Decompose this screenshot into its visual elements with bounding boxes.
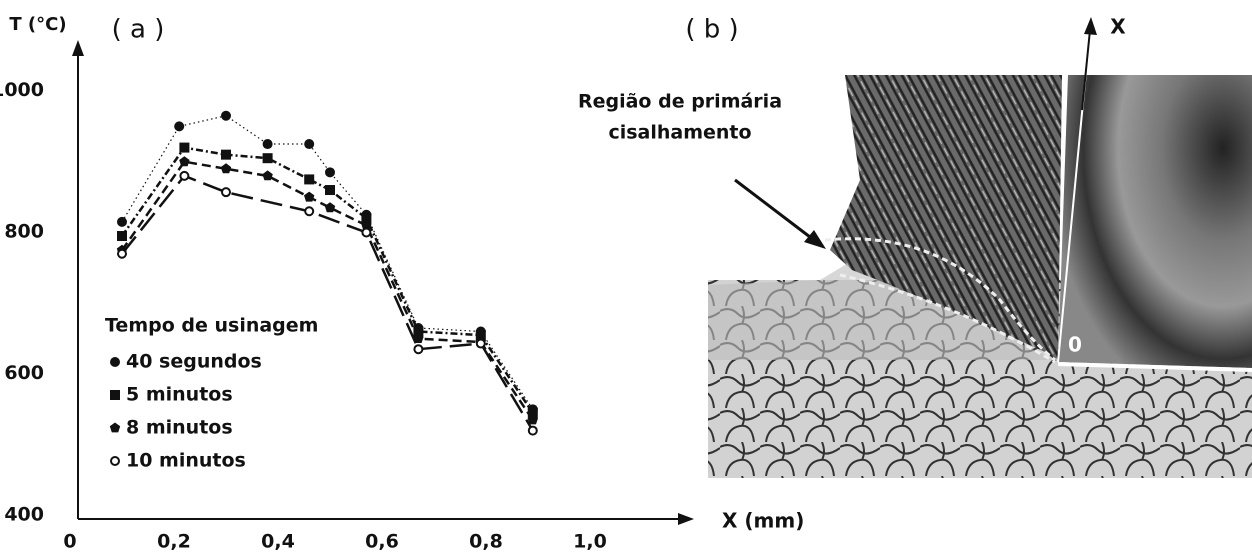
axis-line-top bbox=[1081, 29, 1091, 111]
annotation-arrow bbox=[734, 178, 811, 239]
origin-label: 0 bbox=[1068, 333, 1082, 357]
marker bbox=[413, 326, 424, 337]
marker bbox=[262, 170, 273, 181]
series-line bbox=[121, 115, 534, 410]
annotation: cisalhamento bbox=[608, 122, 751, 144]
marker bbox=[413, 344, 424, 355]
workpiece-upper bbox=[708, 262, 1055, 360]
marker bbox=[179, 142, 190, 153]
y-axis-arrow bbox=[72, 40, 84, 56]
marker bbox=[475, 338, 486, 349]
marker bbox=[361, 213, 372, 224]
legend-label: 5 minutos bbox=[126, 384, 233, 406]
chart: ( a ) T (°C) X (mm) Tempo de usinagem 40… bbox=[0, 14, 804, 553]
marker bbox=[221, 110, 231, 121]
marker bbox=[325, 167, 335, 178]
tool-edge bbox=[1058, 362, 1252, 372]
shear-zone-outline bbox=[824, 237, 1056, 364]
marker bbox=[304, 191, 315, 202]
marker bbox=[179, 170, 190, 181]
y-tick-label: 600 bbox=[4, 362, 44, 384]
y-tick-label: 800 bbox=[4, 221, 44, 243]
y-tick-label: 1000 bbox=[0, 79, 44, 101]
series-line bbox=[120, 146, 534, 414]
legend-marker bbox=[110, 390, 120, 400]
x-axis-label: X (mm) bbox=[722, 509, 804, 533]
x-axis-arrow bbox=[678, 513, 694, 525]
x-tick-label: 0,6 bbox=[365, 531, 399, 553]
y-tick-label: 400 bbox=[4, 504, 44, 526]
legend-marker bbox=[110, 357, 120, 367]
marker bbox=[527, 407, 538, 418]
tool bbox=[1058, 75, 1252, 368]
marker bbox=[262, 139, 273, 150]
legend-label: 8 minutos bbox=[126, 417, 233, 439]
marker bbox=[117, 248, 127, 259]
x-tick-label: 0,2 bbox=[157, 531, 191, 553]
annotation: Região de primária bbox=[578, 91, 782, 113]
legend-label: 10 minutos bbox=[126, 450, 246, 472]
chip bbox=[830, 75, 1062, 362]
x-tick-label: 0,8 bbox=[469, 531, 503, 553]
series-line bbox=[121, 174, 534, 432]
legend-marker bbox=[110, 456, 120, 466]
x-tick-label: 0 bbox=[63, 531, 76, 553]
marker bbox=[174, 121, 185, 132]
marker bbox=[220, 163, 232, 174]
marker bbox=[527, 414, 538, 425]
micrograph: ( b ) X 0 Região de primária cisalhament… bbox=[578, 15, 1252, 478]
marker bbox=[117, 231, 127, 242]
legend-label: 40 segundos bbox=[126, 351, 262, 373]
marker bbox=[117, 216, 127, 227]
marker bbox=[361, 219, 372, 230]
marker bbox=[179, 156, 190, 167]
y-axis-label: T (°C) bbox=[9, 14, 66, 35]
axis-arrow bbox=[1084, 17, 1097, 35]
marker bbox=[324, 202, 336, 213]
legend-title: Tempo de usinagem bbox=[105, 315, 318, 337]
x-tick-label: 1,0 bbox=[573, 531, 607, 553]
x-tick-label: 0,4 bbox=[261, 531, 295, 553]
marker bbox=[475, 330, 486, 341]
marker bbox=[262, 153, 273, 164]
marker bbox=[527, 425, 538, 436]
axis-label: X bbox=[1110, 15, 1126, 39]
marker bbox=[304, 174, 315, 185]
marker bbox=[221, 187, 231, 198]
marker bbox=[221, 149, 231, 160]
panel-label: ( b ) bbox=[685, 15, 738, 45]
marker bbox=[325, 185, 335, 196]
series-line bbox=[120, 160, 534, 421]
marker bbox=[361, 227, 372, 238]
annotation-arrowhead bbox=[804, 230, 826, 249]
marker bbox=[304, 206, 315, 217]
legend-marker bbox=[109, 422, 121, 433]
panel-label: ( a ) bbox=[112, 15, 165, 45]
marker bbox=[304, 139, 315, 150]
